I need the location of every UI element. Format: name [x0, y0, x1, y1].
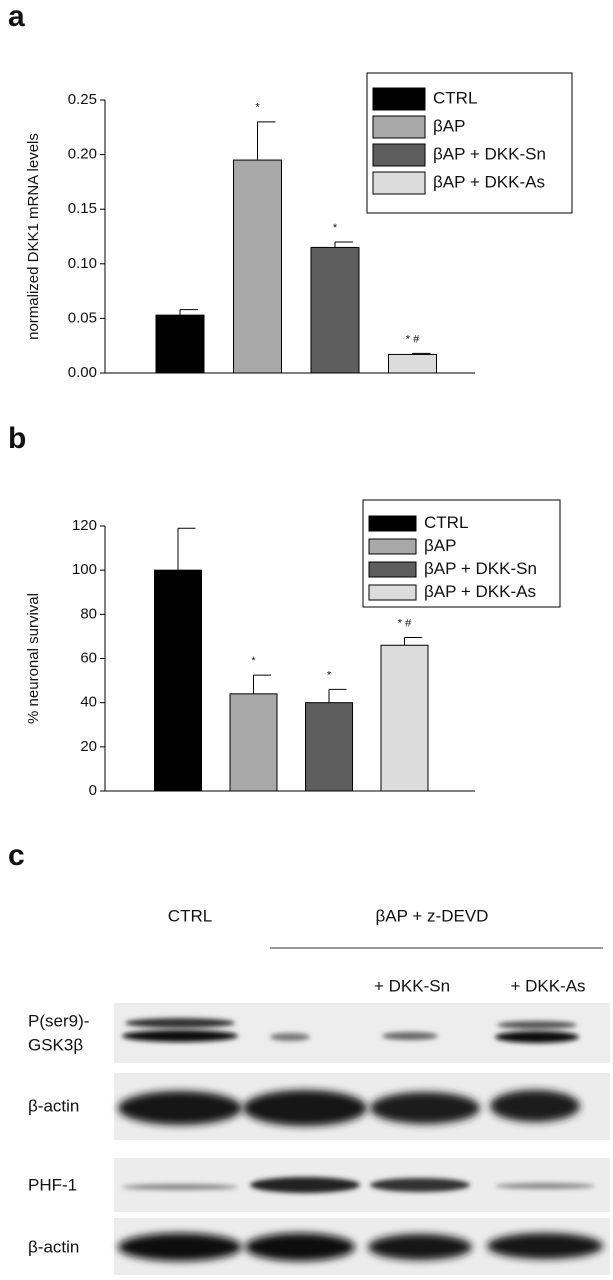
legend-label: βAP + DKK-As — [433, 172, 545, 191]
y-tick-label: 100 — [72, 561, 97, 578]
annotation: * — [327, 669, 332, 681]
legend-swatch — [372, 143, 426, 167]
legend-label: βAP + DKK-As — [424, 582, 536, 601]
y-axis-label: normalized DKK1 mRNA levels — [25, 133, 42, 340]
row-label: β-actin — [28, 1096, 79, 1115]
y-tick-label: 0.05 — [68, 309, 97, 326]
blot-strip — [114, 1158, 610, 1212]
y-tick-label: 40 — [80, 694, 97, 711]
bar — [388, 353, 437, 374]
bar — [229, 693, 278, 792]
y-tick-label: 0 — [89, 782, 97, 799]
annotation: * — [333, 222, 338, 234]
y-tick-label: 0.10 — [68, 255, 97, 272]
y-tick-label: 0.25 — [68, 91, 97, 108]
y-tick-label: 0.15 — [68, 200, 97, 217]
panel-label: c — [8, 839, 25, 872]
annotation: * — [255, 102, 260, 114]
legend-label: βAP + DKK-Sn — [433, 144, 546, 163]
bar — [305, 702, 353, 792]
row-label: PHF-1 — [28, 1175, 77, 1194]
panel-label: a — [8, 0, 25, 33]
bar — [233, 159, 282, 374]
annotation: * # — [398, 617, 412, 629]
bar — [154, 569, 202, 792]
legend-label: βAP — [424, 536, 456, 555]
y-tick-label: 20 — [80, 738, 97, 755]
legend-label: CTRL — [424, 513, 468, 532]
legend-swatch — [368, 584, 417, 601]
y-tick-label: 0.20 — [68, 146, 97, 163]
row-label: GSK3β — [28, 1035, 83, 1054]
blot-strip — [114, 1073, 610, 1140]
annotation: * # — [406, 333, 420, 345]
y-axis-label: % neuronal survival — [25, 593, 42, 724]
legend-label: CTRL — [433, 88, 477, 107]
blot-strip — [114, 1003, 610, 1063]
legend-swatch — [372, 87, 426, 111]
y-tick-label: 80 — [80, 605, 97, 622]
annotation: * — [251, 655, 256, 667]
legend-swatch — [372, 171, 426, 195]
legend-swatch — [368, 561, 417, 578]
bar — [155, 314, 205, 374]
y-tick-label: 60 — [80, 649, 97, 666]
legend-swatch — [368, 515, 417, 532]
row-label: β-actin — [28, 1237, 79, 1256]
lane-label: + DKK-Sn — [374, 976, 450, 995]
bar — [310, 246, 360, 374]
row-label: P(ser9)- — [28, 1011, 89, 1030]
blot-strip — [114, 1218, 610, 1275]
bar — [380, 644, 429, 792]
lane-label: + DKK-As — [510, 976, 585, 995]
legend-label: βAP + DKK-Sn — [424, 559, 537, 578]
y-tick-label: 120 — [72, 517, 97, 534]
lane-label: CTRL — [168, 906, 212, 925]
legend-swatch — [372, 115, 426, 139]
legend-swatch — [368, 538, 417, 555]
lane-label: βAP + z-DEVD — [376, 906, 489, 925]
y-tick-label: 0.00 — [68, 364, 97, 381]
legend-label: βAP — [433, 116, 465, 135]
panel-label: b — [8, 422, 26, 455]
